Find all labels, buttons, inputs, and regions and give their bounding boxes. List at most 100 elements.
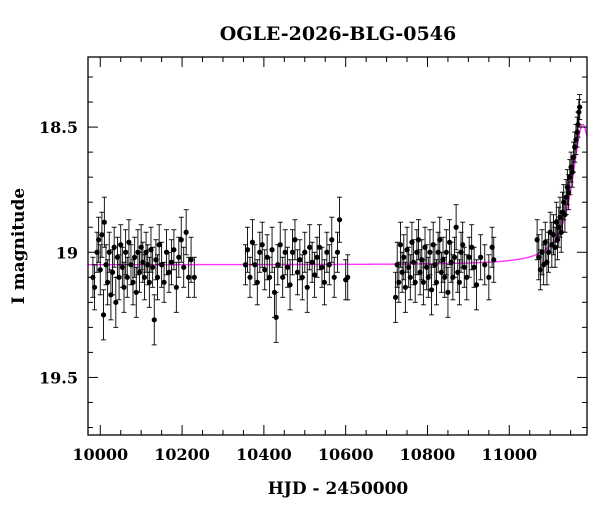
- point-marker: [121, 284, 127, 290]
- data-point: [314, 236, 320, 278]
- data-point: [336, 196, 343, 243]
- x-tick-label: 10600: [318, 445, 374, 464]
- point-marker: [249, 239, 256, 245]
- point-marker: [466, 254, 472, 260]
- point-marker: [183, 229, 189, 235]
- point-marker: [412, 279, 418, 285]
- point-marker: [259, 242, 265, 248]
- point-marker: [556, 224, 562, 230]
- point-marker: [242, 262, 249, 268]
- point-marker: [269, 247, 275, 253]
- point-marker: [553, 219, 559, 225]
- x-tick-label: 10400: [236, 445, 292, 464]
- point-marker: [191, 274, 197, 280]
- data-point: [466, 236, 472, 278]
- data-point: [156, 224, 162, 266]
- point-marker: [552, 244, 558, 250]
- data-point: [345, 254, 351, 301]
- point-marker: [277, 242, 283, 248]
- point-marker: [324, 249, 330, 255]
- point-marker: [273, 314, 279, 320]
- point-marker: [168, 259, 175, 265]
- plot-frame: [87, 56, 588, 436]
- data-point: [425, 256, 431, 298]
- point-marker: [473, 282, 480, 288]
- data-point: [574, 116, 580, 148]
- point-marker: [401, 254, 407, 260]
- data-point: [319, 246, 325, 288]
- data-point: [118, 224, 124, 266]
- data-point: [96, 216, 102, 263]
- point-marker: [402, 284, 408, 290]
- data-point: [456, 259, 462, 306]
- point-marker: [109, 269, 116, 275]
- point-marker: [262, 267, 268, 273]
- point-marker: [181, 264, 187, 270]
- point-marker: [573, 137, 579, 143]
- point-marker: [442, 274, 448, 280]
- data-point: [277, 221, 283, 268]
- data-point: [321, 259, 328, 306]
- data-point: [111, 226, 117, 268]
- point-marker: [188, 257, 194, 263]
- data-point: [136, 251, 143, 293]
- data-point: [280, 256, 286, 298]
- point-marker: [128, 262, 134, 268]
- point-marker: [567, 174, 573, 180]
- point-marker: [113, 299, 119, 305]
- point-marker: [173, 284, 179, 290]
- data-point: [334, 231, 341, 273]
- point-marker: [445, 289, 451, 295]
- point-marker: [105, 279, 111, 285]
- point-marker: [453, 224, 459, 230]
- point-marker: [397, 242, 404, 248]
- data-point: [161, 261, 167, 303]
- point-marker: [159, 262, 165, 268]
- point-marker: [111, 244, 117, 250]
- y-tick-label: 19.5: [39, 368, 78, 387]
- point-marker: [407, 274, 413, 280]
- point-marker: [563, 194, 569, 200]
- data-point: [285, 246, 291, 288]
- data-point: [297, 239, 303, 281]
- point-marker: [329, 237, 335, 243]
- data-point: [191, 256, 197, 298]
- point-marker: [151, 317, 157, 323]
- data-point: [556, 206, 562, 248]
- chart-title: OGLE-2026-BLG-0546: [220, 23, 456, 45]
- point-marker: [282, 249, 288, 255]
- point-marker: [311, 272, 318, 278]
- data-point: [331, 256, 337, 298]
- x-axis-label: HJD - 2450000: [268, 479, 409, 499]
- point-marker: [285, 264, 291, 270]
- data-points-layer: [90, 94, 583, 346]
- point-marker: [443, 249, 449, 255]
- point-marker: [133, 289, 139, 295]
- x-tick-label: 10000: [72, 445, 128, 464]
- point-marker: [461, 264, 467, 270]
- point-marker: [570, 154, 577, 160]
- data-point: [415, 219, 422, 261]
- point-marker: [267, 274, 273, 280]
- data-point: [126, 219, 132, 266]
- point-marker: [336, 217, 343, 223]
- point-marker: [136, 269, 143, 275]
- data-point: [392, 271, 399, 323]
- data-point: [259, 221, 265, 268]
- point-marker: [106, 249, 112, 255]
- y-axis-label: I magnitude: [9, 188, 29, 305]
- data-point: [257, 231, 263, 273]
- point-marker: [420, 279, 426, 285]
- point-marker: [396, 279, 402, 285]
- point-marker: [456, 279, 462, 285]
- y-tick-label: 18.5: [39, 118, 78, 137]
- point-marker: [275, 262, 281, 268]
- point-marker: [130, 279, 136, 285]
- point-marker: [126, 239, 132, 245]
- data-point: [473, 259, 480, 311]
- data-point: [247, 256, 253, 298]
- data-point: [254, 259, 260, 306]
- data-point: [244, 226, 251, 273]
- point-marker: [100, 312, 107, 318]
